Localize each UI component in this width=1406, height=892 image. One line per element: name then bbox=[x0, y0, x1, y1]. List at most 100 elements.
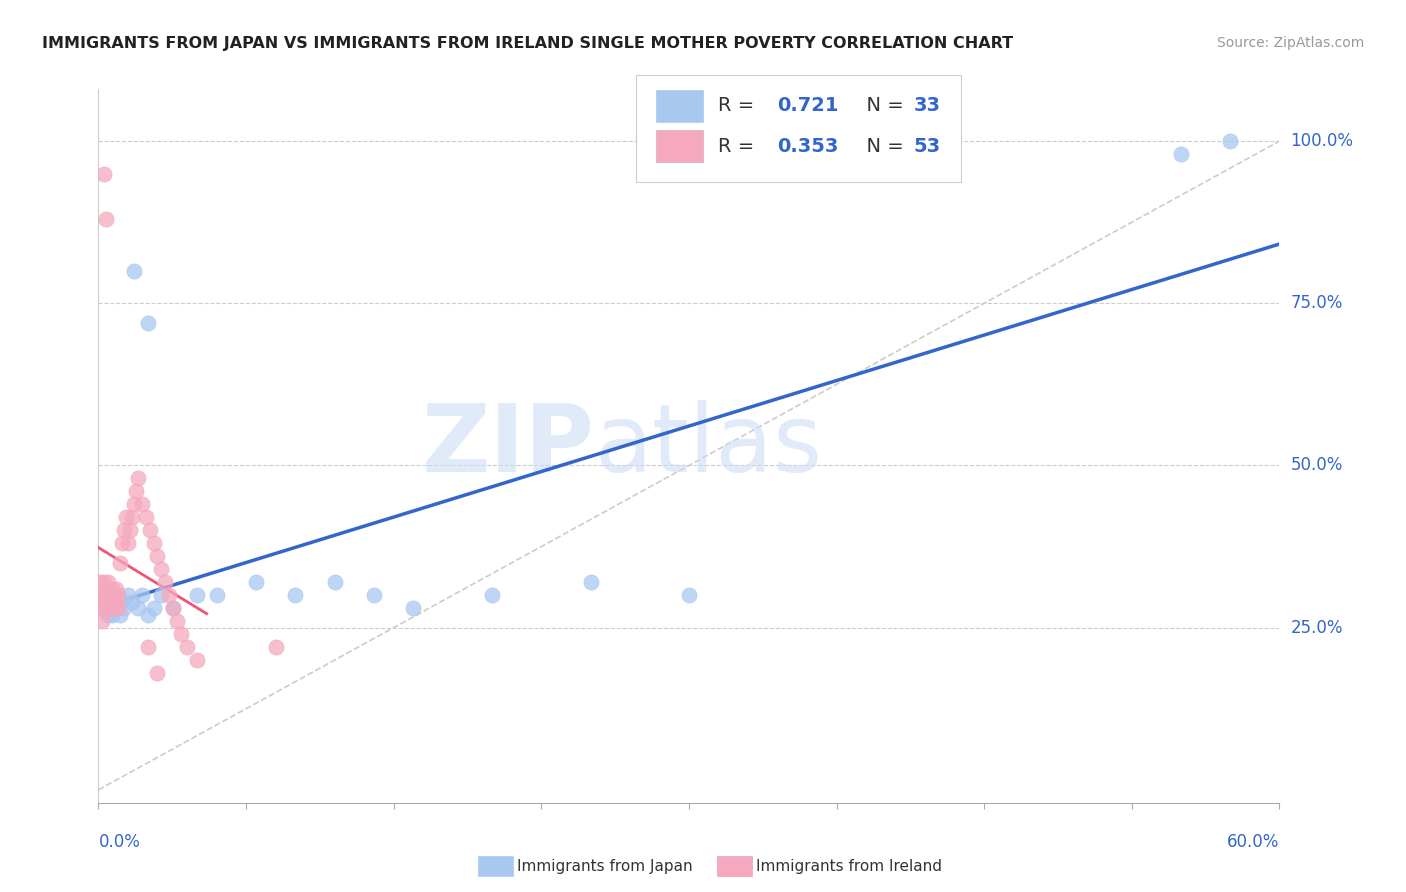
Point bbox=[93, 601, 115, 615]
FancyBboxPatch shape bbox=[655, 130, 703, 162]
Point bbox=[402, 601, 425, 615]
Point bbox=[112, 601, 135, 615]
Point bbox=[146, 549, 169, 564]
Text: Source: ZipAtlas.com: Source: ZipAtlas.com bbox=[1216, 36, 1364, 50]
Point bbox=[579, 575, 602, 590]
Point bbox=[98, 588, 121, 602]
Point bbox=[93, 588, 115, 602]
Point bbox=[125, 484, 148, 499]
Point bbox=[103, 588, 125, 602]
Point bbox=[97, 575, 120, 590]
Point bbox=[678, 588, 700, 602]
Point bbox=[103, 601, 125, 615]
Point bbox=[284, 588, 307, 602]
Point bbox=[146, 666, 169, 681]
Point bbox=[117, 588, 139, 602]
Text: 0.353: 0.353 bbox=[778, 136, 839, 156]
Point bbox=[142, 536, 165, 550]
Text: Immigrants from Japan: Immigrants from Japan bbox=[517, 859, 693, 873]
Point bbox=[107, 588, 129, 602]
Point bbox=[176, 640, 198, 654]
Point bbox=[89, 588, 111, 602]
Text: ZIP: ZIP bbox=[422, 400, 595, 492]
Point bbox=[131, 588, 153, 602]
Point bbox=[150, 588, 173, 602]
Point bbox=[108, 607, 131, 622]
Point bbox=[136, 607, 159, 622]
Point bbox=[93, 575, 115, 590]
Point bbox=[103, 588, 125, 602]
Point bbox=[142, 601, 165, 615]
Point bbox=[96, 211, 118, 226]
Text: atlas: atlas bbox=[595, 400, 823, 492]
Point bbox=[108, 556, 131, 570]
Point bbox=[96, 601, 118, 615]
Text: 100.0%: 100.0% bbox=[1291, 132, 1354, 150]
Point bbox=[162, 601, 184, 615]
Point bbox=[264, 640, 287, 654]
Point bbox=[136, 640, 159, 654]
Point bbox=[91, 588, 114, 602]
Point bbox=[91, 614, 114, 628]
Point bbox=[89, 575, 111, 590]
Point bbox=[112, 524, 135, 538]
Point bbox=[170, 627, 193, 641]
Point bbox=[105, 601, 128, 615]
Point bbox=[91, 582, 114, 596]
Point bbox=[96, 588, 118, 602]
Point bbox=[481, 588, 503, 602]
Text: 75.0%: 75.0% bbox=[1291, 294, 1343, 312]
Point bbox=[101, 582, 124, 596]
Point bbox=[98, 601, 121, 615]
Point bbox=[121, 510, 143, 524]
Point bbox=[122, 497, 145, 511]
Point bbox=[107, 588, 129, 602]
Point bbox=[155, 575, 177, 590]
Point bbox=[97, 607, 120, 622]
Point bbox=[135, 510, 157, 524]
Point bbox=[323, 575, 346, 590]
Point bbox=[97, 588, 120, 602]
Text: 0.0%: 0.0% bbox=[98, 833, 141, 851]
Point bbox=[115, 510, 138, 524]
Point bbox=[136, 316, 159, 330]
Point bbox=[150, 562, 173, 576]
Point bbox=[121, 595, 143, 609]
Point bbox=[122, 264, 145, 278]
Text: 50.0%: 50.0% bbox=[1291, 457, 1343, 475]
Point bbox=[111, 595, 134, 609]
Point bbox=[101, 595, 124, 609]
Text: R =: R = bbox=[718, 96, 761, 115]
Point bbox=[186, 588, 208, 602]
Point bbox=[117, 536, 139, 550]
Point bbox=[105, 582, 128, 596]
Text: 60.0%: 60.0% bbox=[1227, 833, 1279, 851]
Point bbox=[131, 497, 153, 511]
Point bbox=[93, 167, 115, 181]
Point bbox=[96, 588, 118, 602]
Text: N =: N = bbox=[855, 136, 910, 156]
Text: N =: N = bbox=[855, 96, 910, 115]
Text: R =: R = bbox=[718, 136, 761, 156]
Point bbox=[166, 614, 188, 628]
Point bbox=[93, 595, 115, 609]
Point bbox=[96, 582, 118, 596]
FancyBboxPatch shape bbox=[655, 89, 703, 121]
Text: 33: 33 bbox=[914, 96, 941, 115]
Point bbox=[105, 595, 128, 609]
Point bbox=[186, 653, 208, 667]
Point bbox=[98, 595, 121, 609]
Text: 53: 53 bbox=[914, 136, 941, 156]
Text: 0.721: 0.721 bbox=[778, 96, 839, 115]
Point bbox=[162, 601, 184, 615]
Point bbox=[127, 471, 149, 485]
Point bbox=[1219, 134, 1241, 148]
Point bbox=[111, 536, 134, 550]
Point bbox=[157, 588, 180, 602]
Text: Immigrants from Ireland: Immigrants from Ireland bbox=[756, 859, 942, 873]
Point bbox=[127, 601, 149, 615]
Text: IMMIGRANTS FROM JAPAN VS IMMIGRANTS FROM IRELAND SINGLE MOTHER POVERTY CORRELATI: IMMIGRANTS FROM JAPAN VS IMMIGRANTS FROM… bbox=[42, 36, 1014, 51]
Point bbox=[107, 601, 129, 615]
Text: 25.0%: 25.0% bbox=[1291, 619, 1343, 637]
Point bbox=[118, 524, 141, 538]
